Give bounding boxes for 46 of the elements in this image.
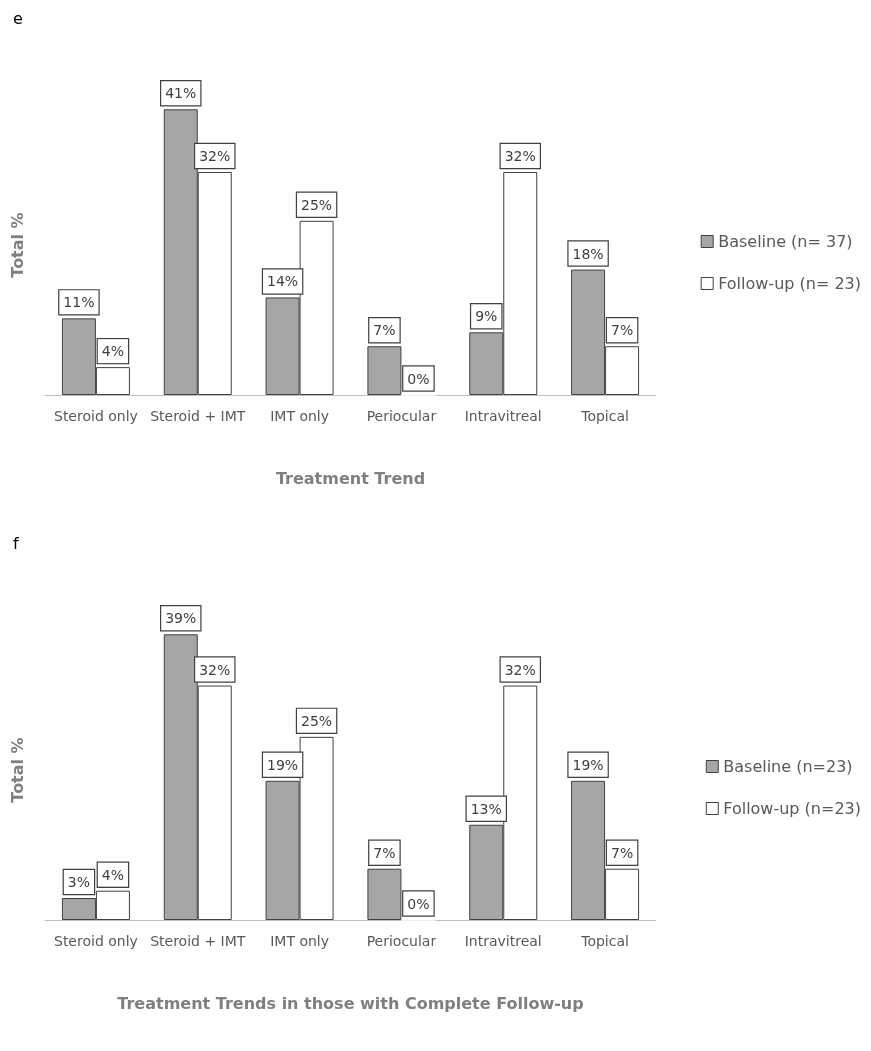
data-label: 11% <box>63 294 95 311</box>
data-label: 18% <box>572 245 604 262</box>
x-tick-label: Intravitreal <box>464 933 542 949</box>
data-label: 32% <box>504 661 536 678</box>
legend-label: Baseline (n=23) <box>723 757 853 776</box>
data-label: 7% <box>373 844 396 861</box>
data-label: 39% <box>165 610 197 627</box>
x-tick-label: Steroid + IMT <box>150 408 246 424</box>
x-tick-label: Steroid only <box>53 933 138 949</box>
data-label: 32% <box>199 148 231 164</box>
data-label: 3% <box>67 874 91 891</box>
data-label: 0% <box>407 370 430 387</box>
data-label: 25% <box>301 712 333 729</box>
data-label: 7% <box>610 322 634 339</box>
data-label: 19% <box>267 756 299 773</box>
x-tick-label: Periocular <box>366 408 437 424</box>
chart-title: f <box>13 533 19 553</box>
x-tick-label: Periocular <box>366 933 437 949</box>
data-label: 32% <box>504 148 536 164</box>
data-label: 9% <box>475 308 498 325</box>
y-axis-title: Total % <box>7 212 27 278</box>
x-tick-label: Steroid only <box>53 408 138 424</box>
legend-label: Follow-up (n= 23) <box>718 274 862 293</box>
legend-label: Follow-up (n=23) <box>723 799 861 818</box>
y-axis-title: Total % <box>7 737 27 803</box>
data-label: 7% <box>373 322 396 339</box>
x-tick-label: Steroid + IMT <box>150 933 246 949</box>
data-label: 14% <box>267 273 299 290</box>
chart-title: e <box>13 8 23 28</box>
data-label: 25% <box>301 196 333 213</box>
x-tick-label: Topical <box>580 408 629 424</box>
x-tick-label: IMT only <box>270 933 329 949</box>
data-label: 32% <box>199 661 231 678</box>
x-tick-label: IMT only <box>270 408 329 424</box>
data-label: 19% <box>572 756 604 773</box>
x-tick-label: Topical <box>580 933 629 949</box>
x-axis-title: Treatment Trend <box>275 468 426 488</box>
data-label: 4% <box>101 866 125 883</box>
data-label: 0% <box>407 895 430 912</box>
data-label: 7% <box>610 844 634 861</box>
data-label: 41% <box>165 85 197 102</box>
data-label: 13% <box>470 800 502 817</box>
data-label: 4% <box>101 343 125 360</box>
legend-label: Baseline (n= 37) <box>718 232 853 251</box>
x-tick-label: Intravitreal <box>464 408 542 424</box>
x-axis-title: Treatment Trends in those with Complete Follow-up <box>117 993 584 1013</box>
